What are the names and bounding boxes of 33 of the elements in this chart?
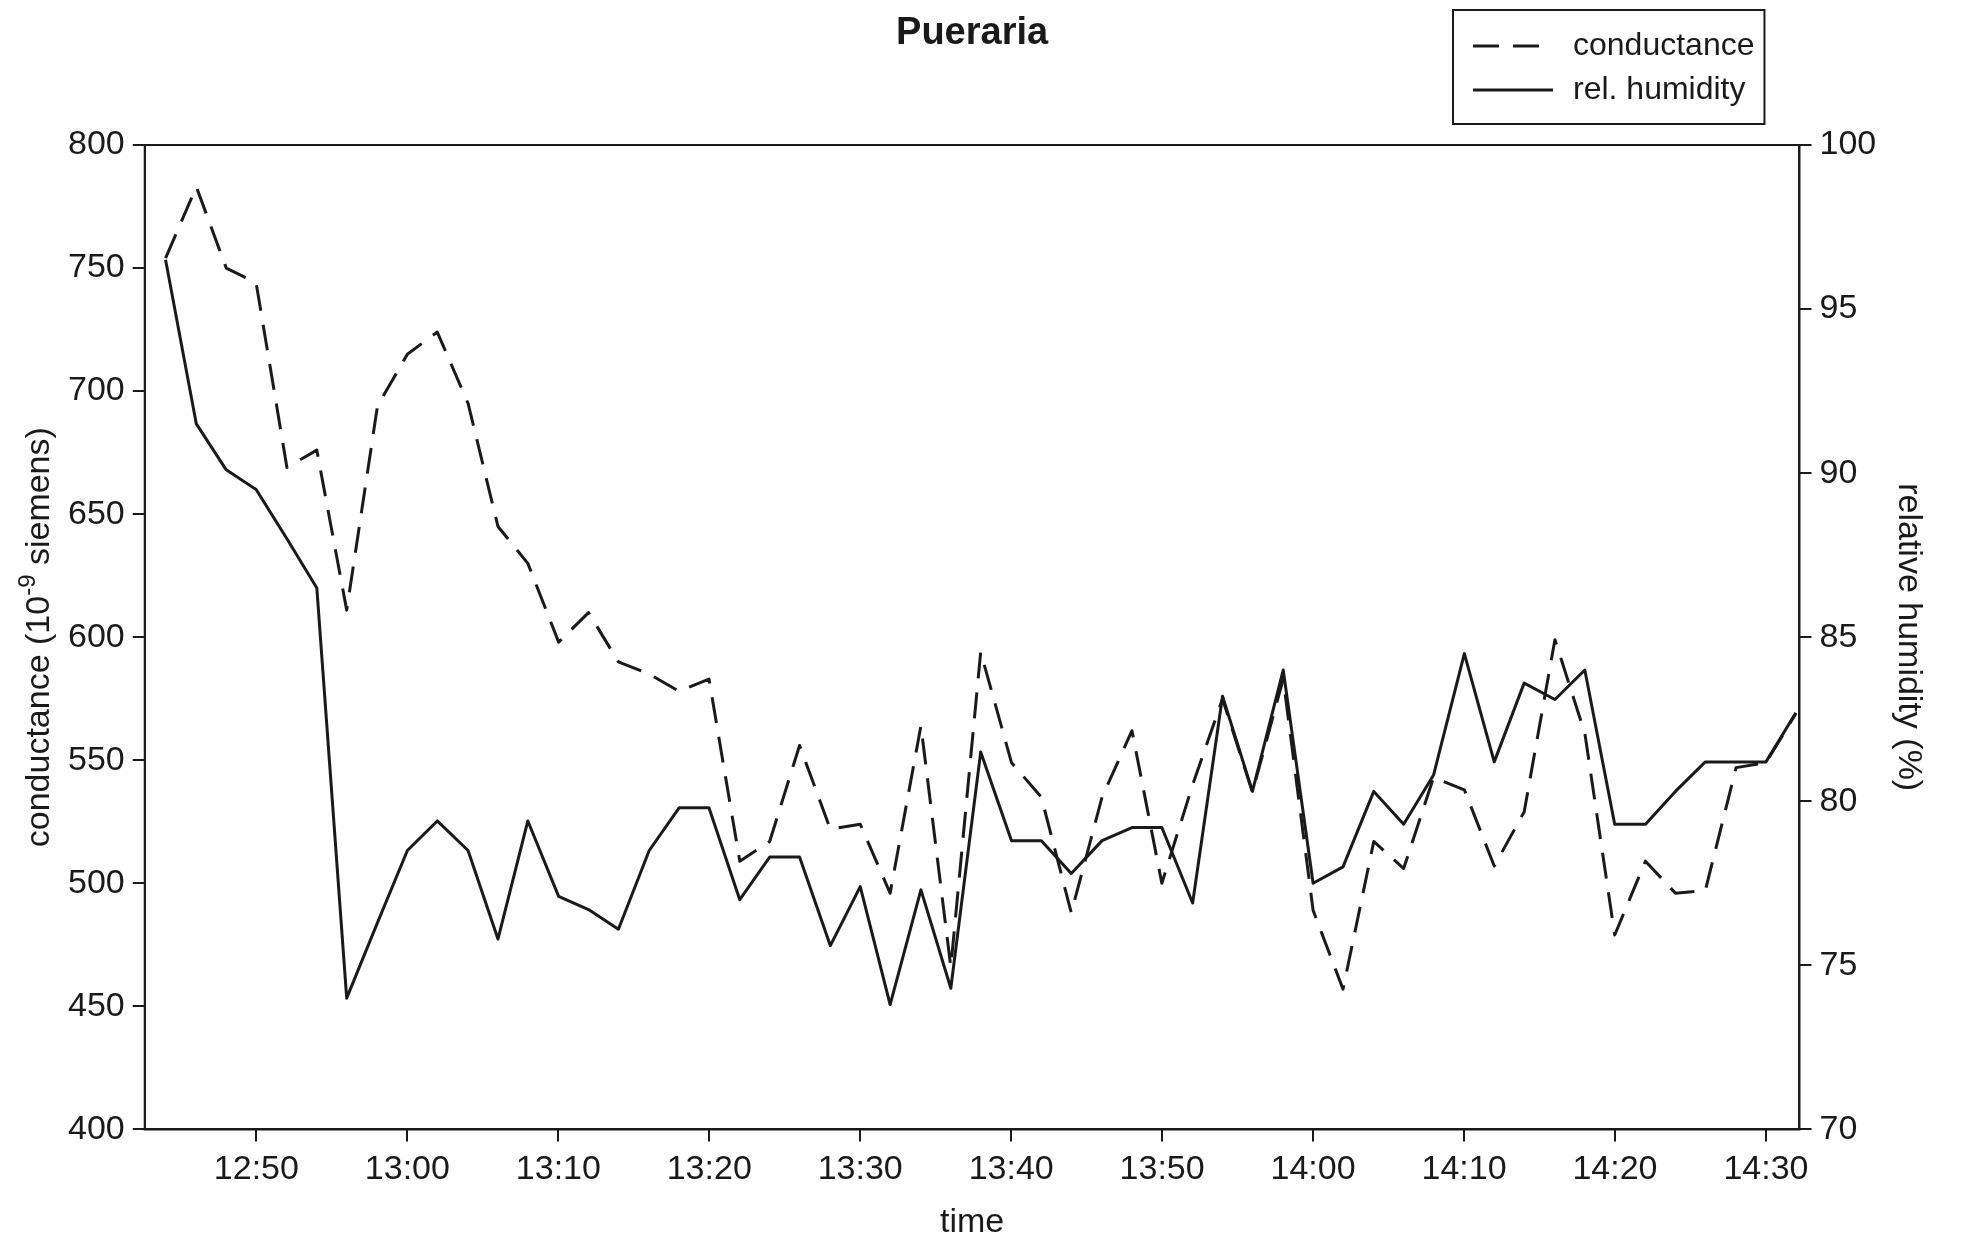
y-tick-label: 700 (67, 369, 125, 408)
x-tick-label: 14:00 (1270, 1148, 1356, 1187)
y2-tick-label: 90 (1819, 451, 1858, 490)
x-tick-label: 13:10 (515, 1148, 601, 1187)
y2-axis-title: relative humidity (%) (1892, 483, 1931, 792)
legend-label: rel. humidity (1573, 69, 1746, 106)
x-tick-label: 14:20 (1572, 1148, 1658, 1187)
x-axis-title: time (939, 1200, 1005, 1239)
x-tick-label: 14:30 (1723, 1148, 1809, 1187)
x-tick-label: 14:10 (1421, 1148, 1507, 1187)
x-tick-label: 13:20 (666, 1148, 752, 1187)
x-tick-label: 12:50 (213, 1148, 299, 1187)
y-tick-label: 550 (67, 738, 125, 777)
y-tick-label: 450 (67, 984, 125, 1023)
x-tick-label: 13:00 (364, 1148, 450, 1187)
y-axis-title: conductance (10-9 siemens) (12, 427, 57, 848)
y2-tick-label: 100 (1819, 123, 1877, 162)
y2-tick-label: 80 (1819, 779, 1858, 818)
y2-tick-label: 85 (1819, 615, 1858, 654)
y2-tick-label: 95 (1819, 287, 1858, 326)
legend-label: conductance (1573, 25, 1755, 62)
x-tick-label: 13:30 (817, 1148, 903, 1187)
x-tick-label: 13:40 (968, 1148, 1054, 1187)
y2-tick-label: 70 (1819, 1107, 1858, 1146)
y-tick-label: 650 (67, 492, 125, 531)
y2-tick-label: 75 (1819, 943, 1858, 982)
y-tick-label: 500 (67, 861, 125, 900)
y-tick-label: 400 (67, 1107, 125, 1146)
y-tick-label: 800 (67, 123, 125, 162)
x-tick-label: 13:50 (1119, 1148, 1205, 1187)
y-tick-label: 750 (67, 246, 125, 285)
chart-title: Pueraria (896, 10, 1050, 53)
y-tick-label: 600 (67, 615, 125, 654)
